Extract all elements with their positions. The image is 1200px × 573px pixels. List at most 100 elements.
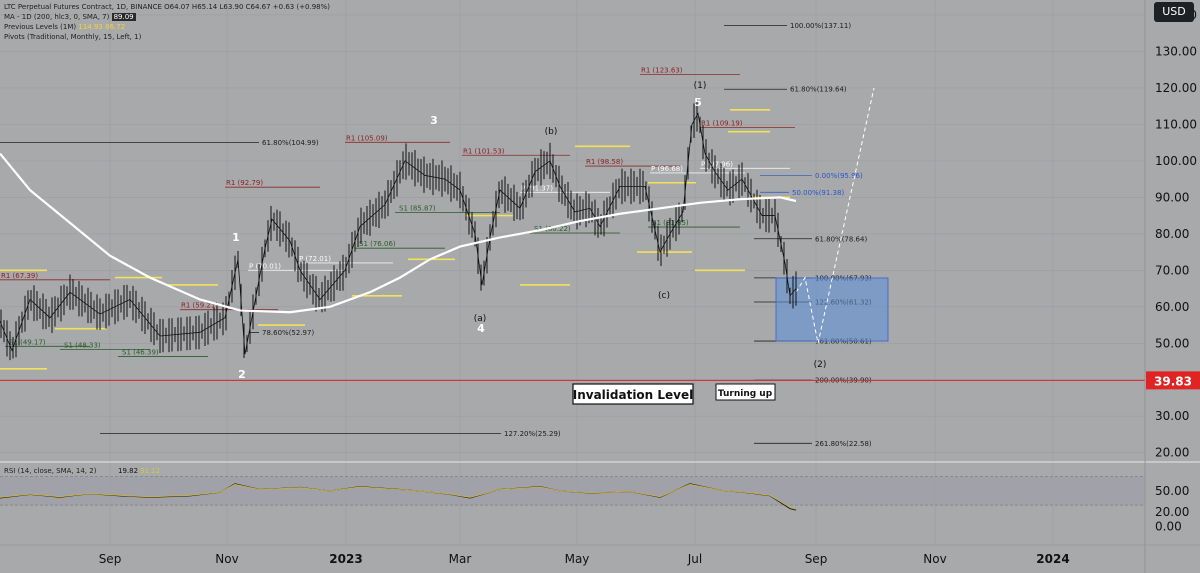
fib-label: 127.20%(25.29) <box>504 430 561 438</box>
rsi-tick-label: 20.00 <box>1155 505 1189 519</box>
annotations: Invalidation Level Turning up <box>572 383 776 405</box>
fib-label: 50.00%(91.38) <box>792 189 844 197</box>
time-axis: Sep Nov 2023 Mar May Jul Sep Nov 2024 <box>0 544 1200 566</box>
projection-path <box>795 87 875 344</box>
pivot-p-label: P (91.37) <box>521 184 553 192</box>
price-tick-label: 90.00 <box>1155 190 1189 204</box>
time-tick-label: May <box>565 552 590 566</box>
pivot-p-label: P (70.01) <box>249 262 281 270</box>
pivot-r1-label: R1 (101.53) <box>463 147 505 155</box>
ma-label: MA - 1D (200, hlc3, 0, SMA, 7) <box>4 13 110 21</box>
pivot-s1-label: S1 (48.33) <box>64 341 101 349</box>
fib-label: 61.80%(104.99) <box>262 139 319 147</box>
fib-label: 261.80%(22.58) <box>815 440 872 448</box>
ma-line <box>0 152 797 314</box>
rsi-band <box>0 476 1145 506</box>
price-tick-label: 70.00 <box>1155 263 1189 277</box>
turning-up-box <box>715 383 776 401</box>
fib-label: 61.80%(119.64) <box>790 86 847 94</box>
rsi-tick-label: 0.00 <box>1155 519 1182 533</box>
pivot-p-label: P (72.01) <box>299 255 331 263</box>
pivot-r1-label: R1 (98.58) <box>586 158 623 166</box>
level-lines: 100.00%(137.11) 61.80%(119.64) 61.80%(104.… <box>0 22 1145 448</box>
ohlc-values: O64.07 H65.14 L63.90 C64.67 +0.63 (+0.98… <box>164 3 331 11</box>
price-tick-label: 30.00 <box>1155 409 1189 423</box>
prev-high: 114.93 <box>78 23 103 31</box>
legend-prev-levels: Previous Levels (1M) 114.93 86.72 <box>4 22 330 32</box>
wave-label: (a) <box>474 314 487 324</box>
wave-label: (c) <box>658 291 670 301</box>
rsi-value: 19.82 <box>118 467 138 475</box>
time-tick-label: 2023 <box>329 552 362 566</box>
fib-label: 0.00%(95.96) <box>815 172 863 180</box>
pivots-label: Pivots (Traditional, Monthly, 15, Left, … <box>4 33 142 41</box>
wave-label: 4 <box>477 322 485 335</box>
price-line <box>0 112 797 355</box>
grid <box>0 0 1145 545</box>
legend-pivots: Pivots (Traditional, Monthly, 15, Left, … <box>4 32 330 42</box>
time-tick-label: 2024 <box>1036 552 1069 566</box>
pivot-s1-label: S1 (46.39) <box>122 348 159 356</box>
prev-label: Previous Levels (1M) <box>4 23 77 31</box>
price-tick-label: 130.00 <box>1155 44 1197 58</box>
price-tick-label: 20.00 <box>1155 446 1189 460</box>
pivot-r1-label: R1 (109.19) <box>701 119 743 127</box>
projection-box <box>775 87 889 344</box>
rsi-sma-value: 31.12 <box>140 467 160 475</box>
rsi-tick-label: 50.00 <box>1155 484 1189 498</box>
pivot-r1-label: R1 (59.21) <box>181 302 218 310</box>
symbol-line: LTC Perpetual Futures Contract, 1D, BINA… <box>4 3 162 11</box>
legend-symbol: LTC Perpetual Futures Contract, 1D, BINA… <box>4 2 330 12</box>
projection-rect <box>775 277 889 342</box>
currency-button[interactable]: USD <box>1154 2 1194 22</box>
price-tick-label: 100.00 <box>1155 154 1197 168</box>
price-series <box>0 99 797 361</box>
turning-up-text: Turning up <box>718 389 773 399</box>
pivot-r1-label: R1 (67.39) <box>1 272 38 280</box>
wave-labels: 1 2 3 4 5 (1) (2) (a) (b) (c) <box>232 81 826 381</box>
wave-label: (2) <box>814 360 827 370</box>
time-tick-label: Jul <box>687 552 702 566</box>
price-tick-label: 60.00 <box>1155 300 1189 314</box>
invalidation-box <box>572 383 694 405</box>
pivot-s1-label: S1 (85.87) <box>399 204 436 212</box>
time-tick-label: Mar <box>449 552 472 566</box>
pivot-p-label: P (96.68) <box>651 165 683 173</box>
price-tick-label: 50.00 <box>1155 336 1189 350</box>
wave-label: 1 <box>232 231 240 244</box>
rsi-pane: RSI (14, close, SMA, 14, 2) 19.82 31.12 <box>0 461 1200 511</box>
pivot-s1-label: S1 (76.06) <box>359 240 396 248</box>
time-tick-label: Nov <box>215 552 238 566</box>
pivot-s1-label: S1 (49.17) <box>9 338 46 346</box>
wave-label: (b) <box>545 127 558 137</box>
wave-label: 3 <box>430 114 438 127</box>
price-tick-label: 110.00 <box>1155 117 1197 131</box>
fib-label: 78.60%(52.97) <box>262 329 314 337</box>
pivot-p-label: P (97.96) <box>701 160 733 168</box>
pivot-r1-label: R1 (105.09) <box>346 134 388 142</box>
prev-low: 86.72 <box>105 23 126 31</box>
legend-ma: MA - 1D (200, hlc3, 0, SMA, 7) 89.09 <box>4 12 330 22</box>
wave-label: 2 <box>238 368 246 381</box>
pivot-r1-label: R1 (92.79) <box>226 179 263 187</box>
time-tick-label: Sep <box>805 552 828 566</box>
pivot-s1-label: S1 (80.22) <box>534 225 571 233</box>
fib-label: 161.80%(50.61) <box>815 338 872 346</box>
price-badge-label: 39.83 <box>1154 374 1192 388</box>
rsi-sma-line <box>0 483 797 509</box>
invalidation-text: Invalidation Level <box>573 388 694 402</box>
ma-200-line <box>0 152 797 314</box>
time-tick-label: Sep <box>99 552 122 566</box>
pivot-r1-label: R1 (123.63) <box>641 67 683 75</box>
chart-legend: LTC Perpetual Futures Contract, 1D, BINA… <box>4 2 330 42</box>
wave-label: 5 <box>694 96 702 109</box>
price-tick-label: 80.00 <box>1155 227 1189 241</box>
ma-value: 89.09 <box>111 13 136 21</box>
rsi-label: RSI (14, close, SMA, 14, 2) <box>4 467 97 475</box>
price-tick-label: 120.00 <box>1155 81 1197 95</box>
wave-label: (1) <box>694 81 707 91</box>
time-tick-label: Nov <box>923 552 946 566</box>
price-badge <box>1146 371 1200 390</box>
fib-label: 100.00%(137.11) <box>790 22 851 30</box>
